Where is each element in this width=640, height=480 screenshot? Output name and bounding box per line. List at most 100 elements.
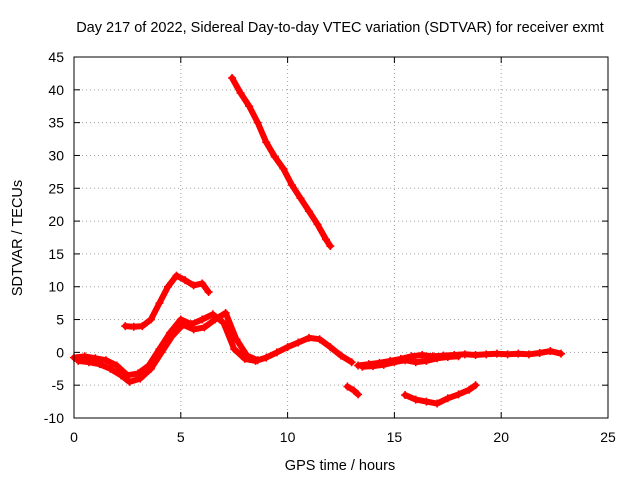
data-point bbox=[210, 315, 219, 324]
data-point bbox=[433, 399, 442, 408]
data-point bbox=[121, 322, 130, 331]
plot-frame bbox=[73, 56, 609, 419]
data-point bbox=[129, 322, 138, 331]
data-point bbox=[163, 282, 172, 291]
data-point bbox=[514, 349, 523, 358]
data-point bbox=[546, 347, 555, 356]
data-point bbox=[465, 385, 474, 394]
data-point bbox=[138, 322, 147, 331]
data-point bbox=[422, 356, 431, 365]
axes: 0 5 10 15 20 25 -10 -5 0 5 10 15 20 25 30 35 40 45 bbox=[44, 49, 616, 445]
y-tick-label: 35 bbox=[48, 115, 64, 131]
data-point bbox=[304, 333, 313, 342]
data-point bbox=[304, 207, 313, 216]
data-point bbox=[524, 350, 533, 359]
series-line-track-late-b bbox=[359, 353, 462, 370]
y-tick-label: 30 bbox=[48, 147, 64, 163]
y-axis-title: SDTVAR / TECUs bbox=[10, 180, 26, 296]
y-tick-label: 45 bbox=[48, 49, 64, 65]
data-point bbox=[146, 315, 155, 324]
data-point bbox=[262, 353, 271, 362]
data-point bbox=[243, 351, 252, 360]
data-point bbox=[176, 315, 185, 324]
data-point bbox=[245, 102, 254, 111]
series-track-short bbox=[343, 382, 363, 399]
data-point bbox=[326, 343, 335, 352]
series-track-hump bbox=[121, 271, 213, 331]
data-layer bbox=[70, 74, 566, 408]
data-point bbox=[253, 118, 262, 127]
data-point bbox=[178, 320, 187, 329]
data-point bbox=[198, 315, 207, 324]
data-point bbox=[172, 271, 181, 280]
data-point bbox=[369, 362, 378, 371]
data-point bbox=[279, 164, 288, 173]
data-point bbox=[454, 390, 463, 399]
data-point bbox=[422, 397, 431, 406]
data-point bbox=[236, 89, 245, 98]
data-point bbox=[411, 395, 420, 404]
data-point bbox=[125, 377, 134, 386]
y-tick-label: -10 bbox=[44, 410, 64, 426]
data-point bbox=[189, 325, 198, 334]
data-point bbox=[112, 361, 121, 370]
data-point bbox=[84, 358, 93, 367]
y-tick-label: -5 bbox=[52, 377, 65, 393]
y-tick-label: 20 bbox=[48, 213, 64, 229]
data-point bbox=[74, 356, 83, 365]
data-point bbox=[230, 345, 239, 354]
data-point bbox=[401, 391, 410, 400]
data-point bbox=[95, 360, 104, 369]
data-point bbox=[443, 394, 452, 403]
data-point bbox=[221, 308, 230, 317]
x-axis-title: GPS time / hours bbox=[285, 458, 395, 474]
data-point bbox=[106, 364, 115, 373]
data-point bbox=[343, 382, 352, 391]
series-track-descent bbox=[228, 74, 335, 251]
data-point bbox=[228, 74, 237, 83]
series-track-late-b bbox=[358, 352, 463, 371]
data-point bbox=[401, 356, 410, 365]
data-point bbox=[270, 152, 279, 161]
data-point bbox=[294, 338, 303, 347]
data-point bbox=[471, 381, 480, 390]
data-point bbox=[503, 350, 512, 359]
data-point bbox=[411, 358, 420, 367]
data-point bbox=[313, 220, 322, 229]
x-tick-label: 25 bbox=[600, 429, 616, 445]
data-point bbox=[471, 350, 480, 359]
data-point bbox=[146, 364, 155, 373]
series-track-main-a bbox=[70, 310, 356, 380]
data-point bbox=[272, 348, 281, 357]
chart-title: Day 217 of 2022, Sidereal Day-to-day VTE… bbox=[76, 20, 604, 36]
y-tick-label: 0 bbox=[56, 344, 64, 360]
series-track-main-b bbox=[74, 308, 262, 386]
x-tick-label: 0 bbox=[70, 429, 78, 445]
data-point bbox=[379, 360, 388, 369]
data-point bbox=[482, 350, 491, 359]
data-point bbox=[315, 335, 324, 344]
data-point bbox=[460, 350, 469, 359]
data-point bbox=[322, 235, 331, 244]
data-point bbox=[418, 350, 427, 359]
data-point bbox=[354, 390, 363, 399]
data-point bbox=[443, 352, 452, 361]
x-tick-label: 20 bbox=[493, 429, 509, 445]
y-tick-label: 25 bbox=[48, 180, 64, 196]
data-point bbox=[535, 349, 544, 358]
data-point bbox=[262, 138, 271, 147]
data-point bbox=[116, 371, 125, 380]
data-point bbox=[326, 242, 335, 251]
y-tick-label: 5 bbox=[56, 312, 64, 328]
data-point bbox=[200, 323, 209, 332]
data-point bbox=[136, 374, 145, 383]
data-point bbox=[557, 349, 566, 358]
data-point bbox=[155, 299, 164, 308]
data-point bbox=[208, 310, 217, 319]
data-point bbox=[232, 335, 241, 344]
data-point bbox=[454, 352, 463, 361]
data-point bbox=[181, 276, 190, 285]
y-tick-label: 15 bbox=[48, 246, 64, 262]
data-point bbox=[253, 356, 262, 365]
